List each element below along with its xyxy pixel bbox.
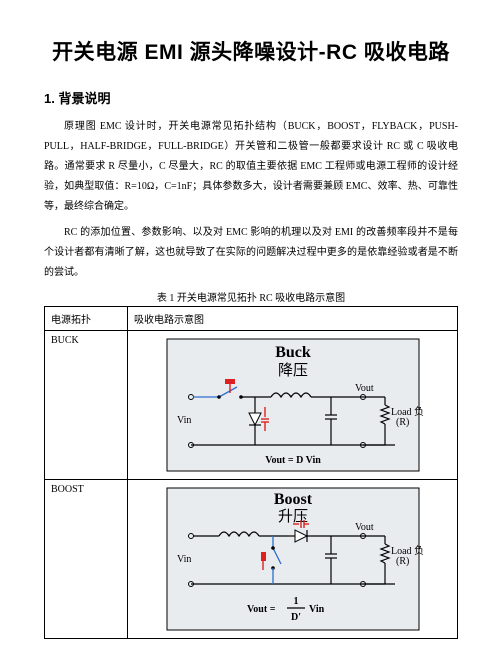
boost-r-label: (R) [396, 556, 409, 567]
table-row: BUCK Buck 降压 Vin [45, 331, 458, 480]
page-title: 开关电源 EMI 源头降噪设计-RC 吸收电路 [44, 36, 458, 66]
cell-topology-buck: BUCK [45, 331, 128, 480]
buck-vin-label: Vin [177, 415, 191, 426]
boost-diagram: Boost 升压 Vin [163, 484, 423, 634]
boost-formula-r: Vin [309, 604, 325, 615]
boost-vin-label: Vin [177, 554, 191, 565]
cell-topology-boost: BOOST [45, 480, 128, 639]
buck-r-label: (R) [396, 417, 409, 428]
topology-table: 电源拓扑 吸收电路示意图 BUCK Buck 降压 Vin [44, 306, 458, 639]
table-row: BOOST Boost 升压 Vin [45, 480, 458, 639]
th-diagram: 吸收电路示意图 [128, 307, 458, 331]
boost-title-en: Boost [273, 491, 312, 508]
section-heading: 1. 背景说明 [44, 88, 458, 107]
buck-formula: Vout = D Vin [265, 455, 321, 466]
table-header-row: 电源拓扑 吸收电路示意图 [45, 307, 458, 331]
buck-title-cn: 降压 [277, 362, 307, 379]
boost-formula-l: Vout = [247, 604, 276, 615]
buck-title-en: Buck [275, 344, 311, 361]
boost-formula-d: D' [291, 612, 301, 623]
table-caption: 表 1 开关电源常见拓扑 RC 吸收电路示意图 [44, 289, 458, 304]
cell-diagram-boost: Boost 升压 Vin [128, 480, 458, 639]
buck-vout-label: Vout [355, 383, 374, 394]
th-topology: 电源拓扑 [45, 307, 128, 331]
boost-formula-n: 1 [293, 596, 298, 607]
buck-diagram: Buck 降压 Vin [163, 335, 423, 475]
boost-vout-label: Vout [355, 522, 374, 533]
paragraph-2: RC 的添加位置、参数影响、以及对 EMC 影响的机理以及对 EMI 的改善频率… [44, 223, 458, 283]
cell-diagram-buck: Buck 降压 Vin [128, 331, 458, 480]
paragraph-1: 原理图 EMC 设计时，开关电源常见拓扑结构（BUCK，BOOST，FLYBAC… [44, 117, 458, 217]
